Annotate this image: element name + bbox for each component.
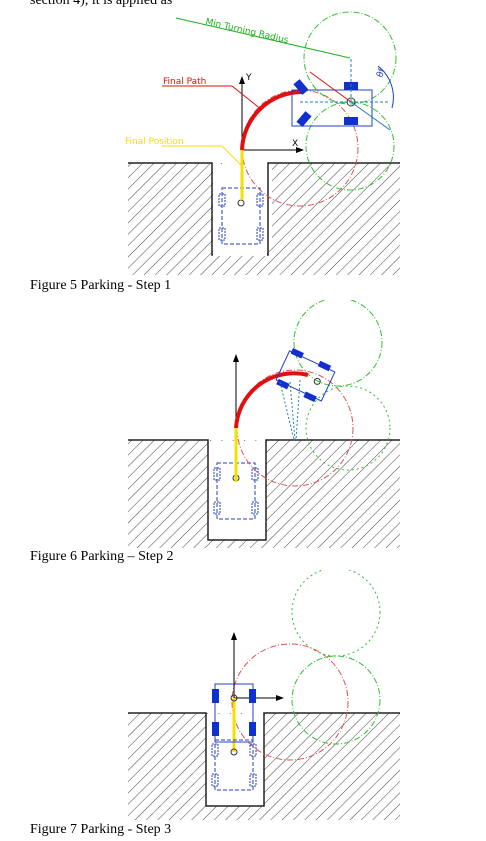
- label-x-axis: X: [292, 139, 298, 149]
- label-y-axis: Y: [245, 73, 252, 83]
- wheel: [249, 722, 256, 736]
- parked-wheel: [256, 193, 264, 207]
- red-circle: [231, 643, 349, 761]
- label-final-position: Final Position: [125, 137, 184, 147]
- wheel: [212, 689, 219, 703]
- current-car: [275, 348, 336, 403]
- ground-outline: [128, 439, 400, 541]
- green-circle-top: [291, 570, 381, 657]
- figure-7-diagram: [128, 570, 400, 820]
- label-min-turning-radius: Min Turning Radius: [204, 17, 289, 46]
- figure-6: Figure 6 Parking – Step 2: [0, 300, 486, 570]
- figure-7: Figure 7 Parking - Step 3: [0, 570, 486, 841]
- label-final-path: Final Path: [163, 77, 206, 87]
- parked-wheel: [213, 467, 221, 481]
- figure-5-diagram: Min Turning Radius Final Path Final Posi…: [125, 11, 400, 275]
- label-theta: θf: [375, 67, 388, 79]
- figure-5: Min Turning Radius Final Path Final Posi…: [0, 0, 486, 300]
- wheel: [344, 117, 358, 125]
- figure-7-caption: Figure 7 Parking - Step 3: [30, 822, 172, 837]
- green-circle-top: [303, 11, 397, 105]
- ground-hatch: [128, 163, 400, 275]
- current-car: [291, 58, 391, 131]
- final-path: [234, 371, 309, 429]
- wheel: [293, 79, 309, 95]
- parked-wheel: [249, 773, 257, 787]
- parked-wheel: [211, 773, 219, 787]
- green-circle-bottom: [305, 101, 395, 191]
- parked-wheel: [251, 501, 259, 515]
- parked-wheel: [251, 467, 259, 481]
- parked-wheel: [218, 193, 226, 207]
- wheel: [212, 722, 219, 736]
- parked-car: [214, 739, 254, 791]
- parked-wheel: [249, 743, 257, 757]
- parked-wheel: [211, 743, 219, 757]
- theta-arc: [377, 65, 394, 109]
- figure-5-caption: Figure 5 Parking - Step 1: [30, 278, 172, 293]
- figure-6-caption: Figure 6 Parking – Step 2: [30, 549, 174, 564]
- parked-wheel: [213, 501, 221, 515]
- green-circle-bottom: [305, 385, 391, 471]
- wheel: [249, 689, 256, 703]
- green-circle-top: [293, 300, 383, 387]
- ground-outline: [128, 712, 400, 807]
- figure-6-diagram: [128, 300, 400, 548]
- parked-wheel: [256, 227, 264, 241]
- green-circle-bottom: [291, 655, 381, 745]
- current-car: [214, 683, 254, 743]
- parked-wheel: [218, 227, 226, 241]
- wheel: [296, 111, 312, 127]
- page-top-text: section 4), it is applied as: [30, 0, 173, 8]
